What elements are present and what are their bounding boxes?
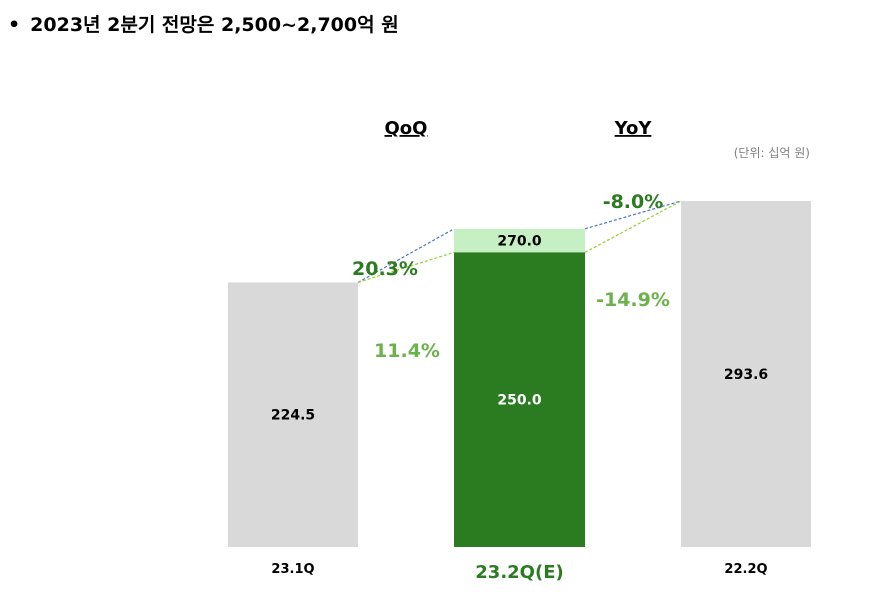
bar-value-23-1q: 224.5 [271, 408, 315, 424]
bar-value-23-2q-low: 250.0 [497, 393, 542, 409]
bar-22-2q [681, 201, 811, 547]
bar-23-2q-low [454, 252, 585, 547]
headline-text: 2023년 2분기 전망은 2,500~2,700억 원 [30, 14, 399, 36]
connector-yoy-low [584, 200, 682, 253]
connector-yoy-high [584, 200, 682, 230]
connector-qoq-low [357, 251, 455, 284]
bar-value-22-2q: 293.6 [724, 367, 768, 383]
headline: • 2023년 2분기 전망은 2,500~2,700억 원 [8, 10, 399, 37]
annotation-qoq-high: 20.3% [352, 258, 418, 280]
bullet-icon: • [8, 14, 21, 36]
header-qoq: QoQ [385, 118, 428, 139]
unit-label: (단위: 십억 원) [734, 146, 810, 160]
connector-qoq-high [357, 228, 455, 283]
annotation-qoq-low: 11.4% [374, 340, 440, 362]
category-label-23-2q: 23.2Q(E) [475, 562, 563, 583]
category-label-23-1q: 23.1Q [271, 562, 314, 577]
bar-23-2q-range [454, 228, 585, 253]
annotation-yoy-high: -8.0% [603, 191, 664, 213]
annotation-yoy-low: -14.9% [596, 289, 670, 311]
bar-23-1q [228, 282, 358, 547]
header-yoy: YoY [614, 118, 653, 139]
category-label-22-2q: 22.2Q [724, 562, 767, 577]
bar-value-23-2q-high: 270.0 [497, 234, 542, 250]
